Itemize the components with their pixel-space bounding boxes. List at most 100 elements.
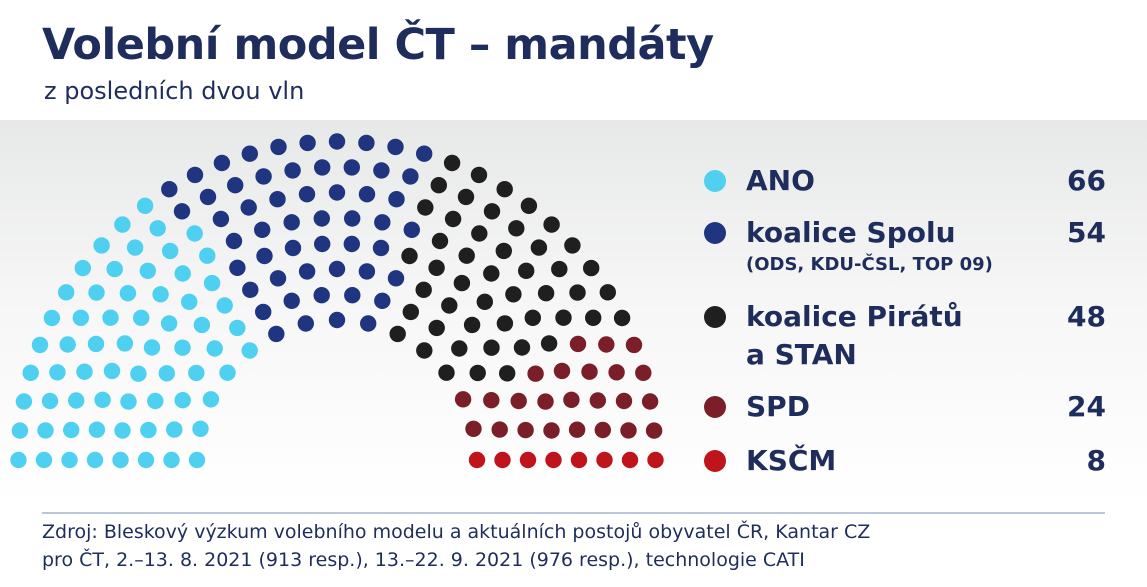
seat-dot-party-2 <box>476 293 493 310</box>
seat-dot-party-1 <box>314 159 331 176</box>
seat-dot-party-3 <box>553 362 571 380</box>
seat-dot-party-2 <box>543 216 560 233</box>
seat-dot-party-2 <box>585 309 602 326</box>
seat-dot-party-1 <box>269 191 286 208</box>
seat-dot-party-3 <box>543 422 560 439</box>
chart-panel: ANO 66 koalice Spolu 54 (ODS, KDU-ČSL, T… <box>0 120 1147 505</box>
seat-dot-party-0 <box>241 342 258 359</box>
seat-dot-party-0 <box>137 451 155 469</box>
seat-dot-party-3 <box>615 392 633 410</box>
seat-dot-party-1 <box>343 159 360 176</box>
seat-dot-party-1 <box>186 166 204 184</box>
seat-dot-party-1 <box>213 154 231 172</box>
seat-dot-party-4 <box>621 451 639 469</box>
seat-dot-party-0 <box>192 420 209 437</box>
legend-dot-ano <box>704 170 726 192</box>
legend-dot-spd <box>704 396 726 418</box>
seat-dot-party-1 <box>402 168 419 185</box>
seat-dot-party-1 <box>374 214 391 231</box>
seat-dot-party-0 <box>11 422 29 439</box>
seat-dot-party-1 <box>373 162 390 179</box>
seat-dot-party-0 <box>59 336 76 353</box>
seat-dot-party-0 <box>188 364 205 382</box>
seat-dot-party-1 <box>284 239 302 257</box>
seat-dot-party-1 <box>328 184 346 201</box>
seat-dot-party-0 <box>37 422 54 439</box>
seat-dot-party-1 <box>388 191 405 208</box>
seat-dot-party-1 <box>225 232 243 250</box>
seat-dot-party-1 <box>268 325 285 343</box>
seat-dot-party-3 <box>483 392 500 409</box>
seat-dot-party-0 <box>163 451 180 469</box>
seat-dot-party-2 <box>389 325 406 343</box>
legend-value-spd: 24 <box>1067 390 1106 423</box>
seat-dot-party-0 <box>10 451 27 469</box>
seat-dot-party-2 <box>530 239 548 256</box>
seat-dot-party-1 <box>161 181 178 198</box>
seat-dot-party-1 <box>254 221 271 238</box>
seat-dot-party-0 <box>181 293 198 310</box>
seat-dot-party-1 <box>240 199 257 216</box>
seat-dot-party-0 <box>57 284 75 301</box>
legend-dot-kscm <box>704 450 726 472</box>
seat-dot-party-1 <box>255 303 272 321</box>
seat-dot-party-2 <box>537 285 555 302</box>
legend-sub-spolu: (ODS, KDU-ČSL, TOP 09) <box>746 254 993 275</box>
seat-dot-party-3 <box>598 336 615 353</box>
seat-dot-party-2 <box>551 260 568 278</box>
seat-dot-party-1 <box>416 145 433 162</box>
seat-dot-party-3 <box>594 421 611 439</box>
seat-dot-party-0 <box>174 392 191 409</box>
seat-dot-party-0 <box>174 339 191 356</box>
seat-dot-party-0 <box>216 297 233 314</box>
legend-dot-spolu <box>704 222 726 244</box>
seat-dot-party-1 <box>358 263 376 280</box>
legend-label-pirati-line2: a STAN <box>746 338 857 371</box>
seat-dot-party-0 <box>35 451 53 469</box>
seat-dot-party-3 <box>537 393 554 410</box>
seat-dot-party-4 <box>494 451 511 469</box>
seat-dot-party-3 <box>645 422 663 439</box>
seat-dot-party-0 <box>68 392 85 409</box>
seat-dot-party-0 <box>43 309 61 327</box>
seat-dot-party-3 <box>608 364 625 381</box>
seat-dot-party-0 <box>188 451 206 469</box>
seat-dot-party-0 <box>61 451 78 469</box>
seat-dot-party-2 <box>401 247 418 265</box>
seat-dot-party-1 <box>242 281 259 298</box>
seat-dot-party-0 <box>49 364 66 381</box>
seat-dot-party-1 <box>283 214 300 231</box>
seat-dot-party-2 <box>417 199 434 216</box>
seat-dot-party-1 <box>374 292 391 309</box>
seat-dot-party-2 <box>438 364 455 381</box>
seat-dot-party-1 <box>358 186 376 203</box>
seat-dot-party-0 <box>219 364 236 381</box>
seat-dot-party-0 <box>86 451 104 469</box>
seat-dot-party-0 <box>186 225 203 242</box>
seat-dot-party-2 <box>402 303 419 321</box>
seat-dot-party-2 <box>463 316 481 334</box>
seat-dot-party-2 <box>444 210 462 228</box>
seat-dot-party-0 <box>143 339 161 356</box>
seat-dot-party-0 <box>88 284 105 301</box>
seat-dot-party-3 <box>641 393 659 410</box>
seat-dot-party-2 <box>470 166 488 184</box>
seat-dot-party-3 <box>527 365 544 382</box>
seat-dot-party-2 <box>496 181 513 198</box>
seat-dot-party-0 <box>133 309 150 326</box>
seat-dot-party-2 <box>599 284 616 301</box>
seat-dot-party-1 <box>360 315 377 332</box>
seat-dot-party-0 <box>149 220 166 237</box>
seat-dot-party-0 <box>112 451 129 469</box>
seat-dot-party-0 <box>119 285 137 302</box>
seat-dot-party-1 <box>344 210 361 227</box>
seat-dot-party-2 <box>483 203 501 220</box>
seat-dot-party-0 <box>160 315 178 332</box>
seat-dot-party-0 <box>22 364 39 381</box>
seat-dot-party-0 <box>120 393 137 410</box>
seat-dot-party-0 <box>139 262 156 279</box>
seat-dot-party-0 <box>202 391 220 408</box>
source-note: Zdroj: Bleskový výzkum volebního modelu … <box>42 518 1112 574</box>
seat-dot-party-0 <box>166 421 183 438</box>
seat-dot-party-0 <box>229 319 246 337</box>
